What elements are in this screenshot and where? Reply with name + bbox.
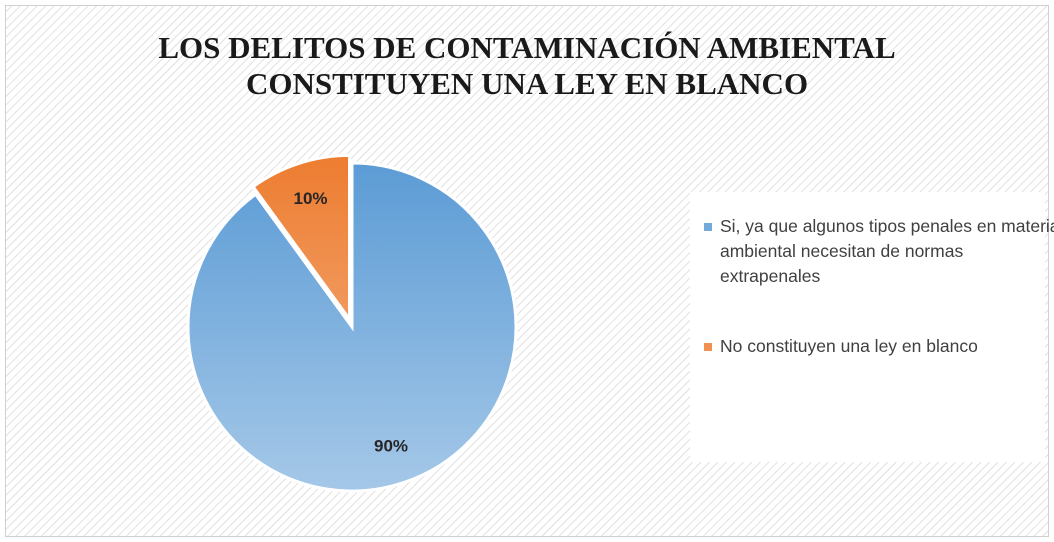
legend-label: Si, ya que algunos tipos penales en mate… (720, 216, 1054, 286)
legend-key (704, 343, 712, 351)
legend: Si, ya que algunos tipos penales en mate… (690, 192, 1054, 462)
legend-label: No constituyen una ley en blanco (720, 336, 978, 356)
data-label: 10% (293, 189, 327, 208)
chart-title: CONSTITUYEN UNA LEY EN BLANCO (246, 66, 808, 101)
pie-slice (251, 153, 352, 325)
legend-item: Si, ya que algunos tipos penales en mate… (704, 214, 1054, 289)
data-label: 90% (374, 437, 408, 456)
chart-title: LOS DELITOS DE CONTAMINACIÓN AMBIENTAL (158, 30, 895, 65)
legend-item: No constituyen una ley en blanco (704, 334, 1054, 359)
pie-slice (186, 161, 518, 493)
legend-key (704, 223, 712, 231)
